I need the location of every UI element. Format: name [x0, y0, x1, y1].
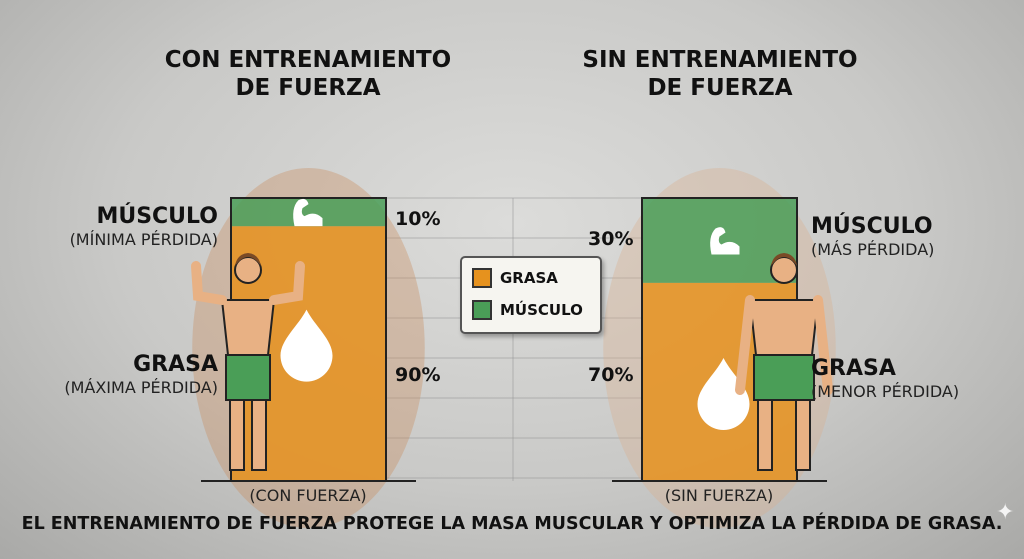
figure-leg [795, 399, 811, 471]
figure-leg [251, 399, 267, 471]
title-right-line2: DE FUERZA [647, 75, 793, 101]
flexed-arm-icon [293, 198, 323, 227]
x-label-con: (CON FUERZA) [249, 486, 367, 505]
title-left: CON ENTRENAMIENTO DE FUERZA [148, 46, 468, 102]
figure-arm [813, 295, 833, 395]
fat-drop-icon [280, 309, 333, 382]
figure-leg [757, 399, 773, 471]
right-fat-sub: (MENOR PÉRDIDA) [811, 382, 960, 401]
figure-arm [191, 261, 227, 305]
figure-shorts [225, 354, 271, 401]
figure-leg [229, 399, 245, 471]
left-muscle-sub: (MÍNIMA PÉRDIDA) [69, 230, 218, 249]
grid-lines [386, 197, 642, 481]
right-muscle-label: MÚSCULO (MÁS PÉRDIDA) [811, 214, 934, 260]
overweight-figure-icon [735, 253, 833, 471]
fat-drop-icon [697, 357, 750, 430]
bars-group [191, 168, 836, 528]
legend-item-grasa: GRASA [462, 262, 600, 294]
muscular-figure-icon [191, 253, 305, 471]
figure-arm [269, 261, 305, 305]
figure-hair [771, 253, 797, 266]
flexed-arm-icon [710, 227, 740, 255]
right-fat-title: GRASA [811, 356, 896, 381]
figure-torso [748, 299, 820, 356]
title-left-line2: DE FUERZA [235, 75, 381, 101]
figure-arm [735, 295, 755, 395]
legend-label-musculo: MÚSCULO [500, 301, 583, 319]
figure-hair [235, 253, 261, 266]
legend-item-musculo: MÚSCULO [462, 294, 600, 326]
figure-torso [220, 299, 276, 356]
legend-swatch-musculo [472, 300, 492, 320]
left-fat-label: GRASA (MÁXIMA PÉRDIDA) [64, 352, 218, 398]
left-muscle-label: MÚSCULO (MÍNIMA PÉRDIDA) [70, 204, 218, 250]
value-label-left-fat: 90% [395, 364, 441, 386]
right-fat-label: GRASA (MENOR PÉRDIDA) [811, 356, 959, 402]
title-left-line1: CON ENTRENAMIENTO [164, 47, 452, 73]
figure-shorts [753, 354, 815, 401]
sparkle-icon: ✦ [996, 500, 1015, 525]
value-label-right-muscle: 30% [588, 228, 634, 250]
value-label-left-muscle: 10% [395, 208, 441, 230]
value-label-right-fat: 70% [588, 364, 634, 386]
left-fat-sub: (MÁXIMA PÉRDIDA) [64, 378, 218, 397]
caption: EL ENTRENAMIENTO DE FUERZA PROTEGE LA MA… [21, 514, 1003, 534]
right-muscle-title: MÚSCULO [811, 214, 933, 239]
left-fat-title: GRASA [133, 352, 218, 377]
title-right: SIN ENTRENAMIENTO DE FUERZA [560, 46, 880, 102]
right-muscle-sub: (MÁS PÉRDIDA) [811, 240, 935, 259]
title-right-line1: SIN ENTRENAMIENTO [582, 47, 858, 73]
legend-label-grasa: GRASA [500, 269, 558, 287]
legend-swatch-grasa [472, 268, 492, 288]
x-label-sin: (SIN FUERZA) [664, 486, 774, 505]
left-muscle-title: MÚSCULO [96, 204, 218, 229]
legend: GRASA MÚSCULO [460, 256, 602, 334]
